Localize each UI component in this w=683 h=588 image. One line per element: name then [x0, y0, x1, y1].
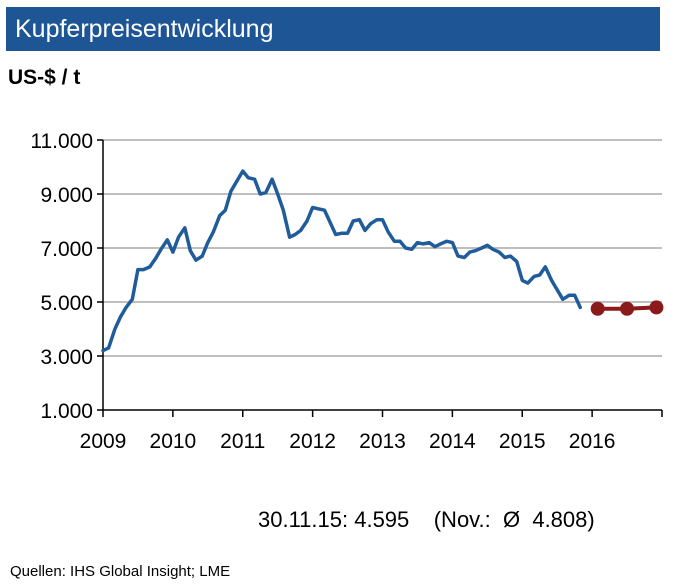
x-tick-label: 2016	[569, 430, 616, 453]
title-bar: Kupferpreisentwicklung	[6, 7, 660, 51]
source-note: Quellen: IHS Global Insight; LME	[10, 563, 231, 580]
y-tick-label: 9.000	[40, 184, 93, 207]
y-tick-label: 5.000	[40, 292, 93, 315]
x-tick-label: 2014	[429, 430, 476, 453]
series-line-copper-price	[101, 169, 582, 353]
chart-title: Kupferpreisentwicklung	[15, 15, 274, 43]
y-tick-label: 7.000	[40, 238, 93, 261]
y-tick-label: 11.000	[30, 130, 93, 153]
forecast-point	[620, 301, 635, 316]
x-tick-label: 2013	[359, 430, 406, 453]
forecast-point	[590, 301, 605, 316]
x-tick-label: 2010	[150, 430, 197, 453]
x-tick-label: 2009	[80, 430, 127, 453]
x-tick-label: 2015	[499, 430, 546, 453]
y-tick-label: 3.000	[40, 346, 93, 369]
x-tick-label: 2011	[220, 430, 265, 453]
forecast-point	[649, 300, 664, 315]
y-tick-label: 1.000	[40, 400, 93, 423]
y-axis-unit-label: US-$ / t	[8, 66, 81, 89]
x-tick-label: 2012	[289, 430, 336, 453]
current-price-annotation: 30.11.15: 4.595 (Nov.: Ø 4.808)	[258, 507, 595, 532]
